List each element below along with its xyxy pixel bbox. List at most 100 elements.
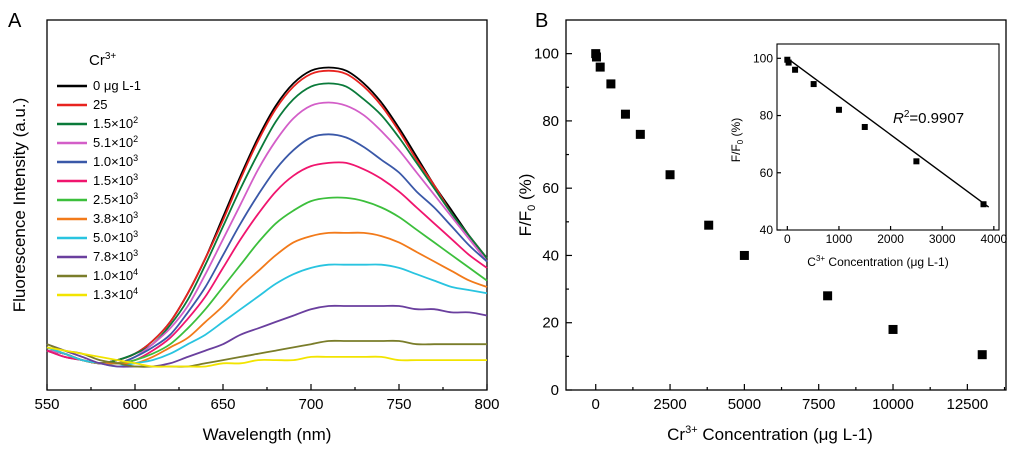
inset-point-7 bbox=[980, 201, 987, 208]
legend-label-main-7: 3.8×10 bbox=[93, 211, 133, 226]
b-y-tick-label-5: 100 bbox=[534, 46, 559, 63]
panel-b-y-label-main: F/F bbox=[516, 211, 535, 237]
legend-label-main-8: 5.0×10 bbox=[93, 230, 133, 245]
legend-label-main-3: 5.1×10 bbox=[93, 135, 133, 150]
legend-label-7: 3.8×103 bbox=[93, 210, 138, 226]
series-line-9 bbox=[46, 304, 488, 368]
panel-b-y-label-unit: (%) bbox=[516, 174, 535, 200]
legend-label-main-6: 2.5×10 bbox=[93, 192, 133, 207]
panel-a-series-lines bbox=[46, 66, 488, 368]
legend-title-text: Cr bbox=[89, 52, 105, 69]
inset-x-tick-label-2: 2000 bbox=[877, 232, 904, 246]
inset-point-1 bbox=[785, 59, 792, 66]
inset-y-label-unit: (%) bbox=[729, 118, 743, 137]
legend-label-main-4: 1.0×10 bbox=[93, 154, 133, 169]
legend-label-exp-3: 2 bbox=[133, 134, 138, 144]
panel-label-b: B bbox=[535, 10, 548, 32]
b-point-8 bbox=[739, 250, 749, 260]
legend-label-exp-2: 2 bbox=[133, 115, 138, 125]
legend-label-6: 2.5×103 bbox=[93, 191, 138, 207]
panel-a-x-label: Wavelength (nm) bbox=[203, 425, 332, 444]
b-point-4 bbox=[620, 109, 630, 119]
legend-label-exp-6: 3 bbox=[133, 191, 138, 201]
b-y-tick-label-3: 60 bbox=[542, 180, 559, 197]
inset-x-label: C3+ Concentration (μg L-1) bbox=[807, 254, 948, 269]
panel-b-frame bbox=[565, 19, 1007, 391]
b-y-tick-label-0: 0 bbox=[551, 382, 559, 399]
series-line-11 bbox=[46, 346, 487, 368]
b-x-tick-label-5: 12500 bbox=[946, 396, 988, 413]
panel-a-y-label: Fluorescence Intensity (a.u.) bbox=[10, 98, 29, 312]
b-point-11 bbox=[977, 350, 987, 360]
legend-label-main-9: 7.8×10 bbox=[93, 249, 133, 264]
inset-point-5 bbox=[861, 123, 868, 130]
panel-b-x-label-prefix: Cr bbox=[667, 425, 685, 444]
legend-label-exp-9: 3 bbox=[133, 248, 138, 258]
panel-a-chart: 550 600 650 700 750 800 Wavelength (nm) Fluor… bbox=[10, 19, 500, 444]
inset-y-label-sub: 0 bbox=[736, 139, 745, 144]
series-line-10 bbox=[46, 339, 487, 368]
legend-label-0: 0 μg L-1 bbox=[93, 78, 141, 93]
legend-label-exp-4: 3 bbox=[133, 153, 138, 163]
panel-b-x-label-sup: 3+ bbox=[685, 424, 698, 436]
inset-fit-line bbox=[786, 57, 990, 208]
inset-r2-annotation: R2=0.9907 bbox=[893, 109, 964, 127]
a-x-tick-label-1: 600 bbox=[122, 396, 147, 413]
legend-label-9: 7.8×103 bbox=[93, 248, 138, 264]
legend-label-2: 1.5×102 bbox=[93, 115, 138, 131]
inset-frame bbox=[776, 43, 1000, 231]
inset-x-tick-label-3: 3000 bbox=[929, 232, 956, 246]
legend-label-10: 1.0×104 bbox=[93, 267, 138, 283]
panel-b-x-label-main: Concentration (μg L-1) bbox=[702, 425, 872, 444]
inset-y-tick-label-2: 80 bbox=[760, 109, 774, 123]
panel-a-x-ticks: 550 600 650 700 750 800 bbox=[34, 384, 500, 413]
a-x-tick-label-3: 700 bbox=[298, 396, 323, 413]
b-x-tick-label-3: 7500 bbox=[802, 396, 835, 413]
panel-label-a: A bbox=[8, 10, 22, 32]
legend-label-main-2: 1.5×10 bbox=[93, 116, 133, 131]
legend-label-main-10: 1.0×10 bbox=[93, 268, 133, 283]
b-x-tick-label-4: 10000 bbox=[872, 396, 914, 413]
b-point-7 bbox=[704, 220, 714, 230]
b-y-tick-label-4: 80 bbox=[542, 113, 559, 130]
a-x-tick-label-2: 650 bbox=[210, 396, 235, 413]
legend-label-exp-11: 4 bbox=[133, 286, 138, 296]
legend-label-exp-7: 3 bbox=[133, 210, 138, 220]
legend-label-4: 1.0×103 bbox=[93, 153, 138, 169]
panel-b-y-label: F/F0 (%) bbox=[516, 174, 538, 237]
b-point-10 bbox=[888, 324, 898, 334]
legend-label-exp-8: 3 bbox=[133, 229, 138, 239]
inset-y-tick-label-3: 100 bbox=[753, 51, 773, 65]
inset-x-tick-label-4: 4000 bbox=[980, 232, 1007, 246]
b-point-5 bbox=[635, 129, 645, 139]
legend-label-8: 5.0×103 bbox=[93, 229, 138, 245]
inset-r2-value: =0.9907 bbox=[909, 110, 964, 127]
legend-label-main-1: 25 bbox=[93, 97, 107, 112]
inset-y-tick-label-0: 40 bbox=[760, 223, 774, 237]
inset-x-tick-label-0: 0 bbox=[784, 232, 791, 246]
b-point-1 bbox=[591, 52, 601, 62]
inset-point-3 bbox=[810, 81, 817, 88]
inset-r2-sup: 2 bbox=[904, 109, 910, 120]
panel-b-y-label-sub: 0 bbox=[526, 205, 538, 211]
b-point-3 bbox=[606, 79, 616, 89]
b-point-6 bbox=[665, 170, 675, 180]
inset-r2-symbol: R bbox=[893, 110, 904, 127]
panel-b-x-label: Cr3+ Concentration (μg L-1) bbox=[667, 424, 873, 444]
legend-label-main-0: 0 μg L-1 bbox=[93, 78, 141, 93]
inset-chart: 0 1000 2000 3000 4000 40 60 80 100 C3+ Concentra… bbox=[729, 43, 1008, 269]
legend-label-main-11: 1.3×10 bbox=[93, 287, 133, 302]
a-x-tick-label-0: 550 bbox=[34, 396, 59, 413]
b-point-9 bbox=[823, 291, 833, 301]
inset-point-6 bbox=[913, 158, 920, 165]
inset-x-label-main: Concentration (μg L-1) bbox=[828, 255, 948, 269]
inset-y-tick-label-1: 60 bbox=[760, 166, 774, 180]
b-point-2 bbox=[595, 62, 605, 72]
legend-label-1: 25 bbox=[93, 97, 107, 112]
inset-fit-segment bbox=[786, 57, 990, 208]
inset-points bbox=[784, 56, 987, 208]
b-x-tick-label-2: 5000 bbox=[728, 396, 761, 413]
